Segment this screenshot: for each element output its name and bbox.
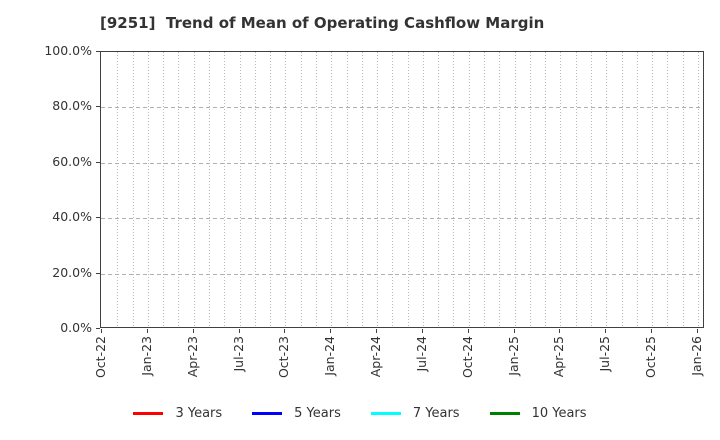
x-tick-mark bbox=[330, 329, 332, 333]
minor-vertical-gridline bbox=[208, 52, 210, 327]
minor-vertical-gridline bbox=[591, 52, 593, 327]
minor-vertical-gridline bbox=[392, 52, 394, 327]
major-vertical-gridline bbox=[377, 52, 379, 327]
major-vertical-gridline bbox=[331, 52, 333, 327]
legend-line-swatch bbox=[370, 411, 401, 415]
y-tick-mark bbox=[96, 272, 100, 274]
minor-vertical-gridline bbox=[361, 52, 363, 327]
minor-vertical-gridline bbox=[254, 52, 256, 327]
legend-line-swatch bbox=[252, 411, 283, 415]
minor-vertical-gridline bbox=[438, 52, 440, 327]
minor-vertical-gridline bbox=[117, 52, 119, 327]
minor-vertical-gridline bbox=[224, 52, 226, 327]
x-tick-mark bbox=[101, 329, 102, 333]
legend: 3 Years 5 Years 7 Years 10 Years bbox=[0, 403, 720, 423]
x-tick-mark bbox=[559, 329, 561, 333]
y-tick-label: 0.0% bbox=[60, 320, 92, 335]
minor-vertical-gridline bbox=[270, 52, 272, 327]
x-tick-mark bbox=[513, 329, 515, 333]
x-tick-label: Oct-23 bbox=[276, 336, 292, 379]
major-vertical-gridline bbox=[239, 52, 241, 327]
y-tick-label: 80.0% bbox=[52, 98, 92, 114]
x-tick-mark bbox=[146, 329, 148, 333]
y-tick-label: 40.0% bbox=[52, 209, 92, 225]
major-vertical-gridline bbox=[514, 52, 516, 327]
minor-vertical-gridline bbox=[529, 52, 531, 327]
minor-vertical-gridline bbox=[163, 52, 165, 327]
x-tick-label: Apr-23 bbox=[184, 336, 200, 378]
x-tick-label: Jul-23 bbox=[230, 336, 246, 372]
horizontal-gridline bbox=[101, 162, 703, 164]
major-vertical-gridline bbox=[193, 52, 195, 327]
major-vertical-gridline bbox=[606, 52, 608, 327]
x-tick-label: Jan-24 bbox=[322, 336, 338, 376]
x-tick-mark bbox=[697, 329, 698, 333]
y-tick-label: 20.0% bbox=[52, 264, 92, 280]
horizontal-gridline bbox=[101, 107, 703, 109]
major-vertical-gridline bbox=[652, 52, 654, 327]
y-tick-mark bbox=[96, 217, 100, 219]
minor-vertical-gridline bbox=[346, 52, 348, 327]
x-tick-mark bbox=[238, 329, 240, 333]
x-tick-label: Jul-24 bbox=[413, 336, 429, 372]
minor-vertical-gridline bbox=[484, 52, 486, 327]
y-tick-mark bbox=[96, 51, 100, 52]
minor-vertical-gridline bbox=[621, 52, 623, 327]
legend-label: 5 Years bbox=[294, 405, 341, 421]
minor-vertical-gridline bbox=[178, 52, 180, 327]
minor-vertical-gridline bbox=[300, 52, 302, 327]
x-tick-mark bbox=[421, 329, 423, 333]
x-tick-label: Jul-25 bbox=[597, 336, 613, 372]
minor-vertical-gridline bbox=[499, 52, 501, 327]
legend-item: 7 Years bbox=[370, 405, 460, 421]
horizontal-gridline bbox=[101, 218, 703, 220]
x-tick-mark bbox=[651, 329, 653, 333]
x-tick-label: Jan-26 bbox=[689, 336, 704, 376]
plot-area bbox=[100, 51, 704, 328]
minor-vertical-gridline bbox=[636, 52, 638, 327]
x-tick-mark bbox=[192, 329, 194, 333]
minor-vertical-gridline bbox=[575, 52, 577, 327]
minor-vertical-gridline bbox=[407, 52, 409, 327]
x-tick-mark bbox=[605, 329, 607, 333]
major-vertical-gridline bbox=[698, 52, 699, 327]
chart-title: [9251] Trend of Mean of Operating Cashfl… bbox=[100, 14, 545, 32]
minor-vertical-gridline bbox=[132, 52, 134, 327]
x-tick-mark bbox=[467, 329, 469, 333]
x-tick-label: Jan-25 bbox=[505, 336, 521, 376]
y-tick-label: 100.0% bbox=[44, 43, 92, 58]
legend-label: 7 Years bbox=[412, 405, 460, 421]
y-tick-label: 60.0% bbox=[52, 153, 92, 169]
legend-label: 10 Years bbox=[531, 405, 587, 421]
x-tick-label: Oct-22 bbox=[93, 336, 108, 379]
y-tick-mark bbox=[96, 328, 100, 329]
x-tick-label: Oct-24 bbox=[459, 336, 475, 379]
x-tick-label: Jan-23 bbox=[138, 336, 154, 376]
x-tick-mark bbox=[376, 329, 378, 333]
major-vertical-gridline bbox=[147, 52, 149, 327]
horizontal-gridline bbox=[101, 273, 703, 275]
minor-vertical-gridline bbox=[545, 52, 547, 327]
x-tick-label: Apr-25 bbox=[551, 336, 567, 378]
x-tick-label: Apr-24 bbox=[368, 336, 384, 378]
x-tick-label: Oct-25 bbox=[643, 336, 659, 379]
minor-vertical-gridline bbox=[682, 52, 684, 327]
y-tick-mark bbox=[96, 106, 100, 108]
minor-vertical-gridline bbox=[315, 52, 317, 327]
legend-line-swatch bbox=[489, 411, 520, 415]
legend-item: 3 Years bbox=[133, 406, 222, 421]
legend-label: 3 Years bbox=[175, 405, 223, 421]
minor-vertical-gridline bbox=[667, 52, 669, 327]
major-vertical-gridline bbox=[560, 52, 562, 327]
major-vertical-gridline bbox=[468, 52, 470, 327]
x-tick-mark bbox=[284, 329, 286, 333]
legend-item: 5 Years bbox=[252, 406, 341, 421]
legend-line-swatch bbox=[133, 411, 164, 415]
major-vertical-gridline bbox=[285, 52, 287, 327]
legend-item: 10 Years bbox=[489, 405, 587, 421]
y-tick-mark bbox=[96, 161, 100, 163]
minor-vertical-gridline bbox=[453, 52, 455, 327]
major-vertical-gridline bbox=[422, 52, 424, 327]
